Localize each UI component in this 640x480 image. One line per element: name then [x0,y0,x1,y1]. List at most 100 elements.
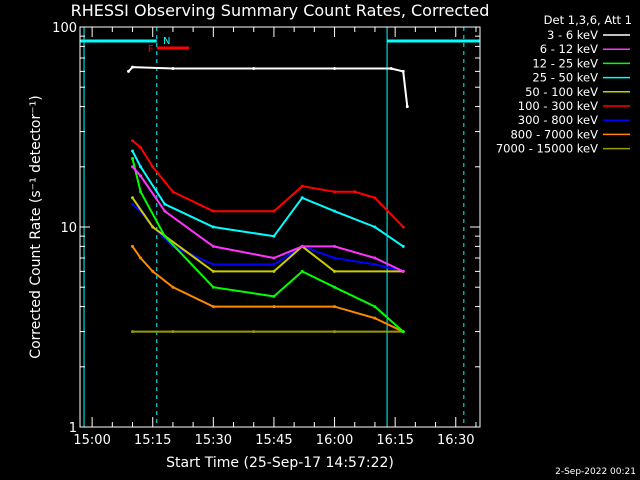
data-point [131,149,135,153]
footer-timestamp: 2-Sep-2022 00:21 [555,467,636,477]
chart-title: RHESSI Observing Summary Count Rates, Co… [71,1,490,20]
data-point [139,174,143,178]
x-tick-label: 15:30 [195,433,232,448]
x-tick-label: 16:00 [316,433,353,448]
x-tick-label: 15:45 [255,433,292,448]
legend-label: 25 - 50 keV [532,71,598,85]
x-tick-label: 15:00 [73,433,110,448]
legend-title: Det 1,3,6, Att 1 [544,13,632,27]
data-point [171,285,175,289]
data-point [333,244,337,248]
legend-label: 6 - 12 keV [540,42,598,56]
data-point [131,165,135,169]
data-point [211,305,215,309]
legend-label: 300 - 800 keV [518,113,598,127]
data-point [151,165,155,169]
y-axis: 1 10 100 [52,21,480,436]
data-point [131,330,135,334]
flare-flag-label: F [148,44,154,55]
data-point [300,184,304,188]
legend-label: 800 - 7000 keV [510,127,598,141]
plot-area: NF [80,27,480,427]
data-point [389,67,393,71]
data-point [131,244,135,248]
series-line [127,66,409,107]
data-point [333,190,337,194]
data-point [211,285,215,289]
data-point [353,190,357,194]
data-point [333,285,337,289]
night-flag-label: N [163,36,170,47]
x-axis-label: Start Time (25-Sep-17 14:57:22) [166,455,394,471]
legend-label: 3 - 6 keV [547,28,598,42]
data-point [401,225,405,229]
data-point [272,294,276,298]
data-point [139,256,143,260]
data-point [373,225,377,229]
data-point [131,202,135,206]
series-line [131,139,404,228]
data-point [333,330,337,334]
data-point [373,262,377,266]
legend-label: 7000 - 15000 keV [496,142,598,156]
data-point [131,196,135,200]
series-line [131,203,404,273]
data-point [401,69,405,73]
data-point [151,225,155,229]
series-line [131,245,404,333]
data-point [131,139,135,143]
data-point [333,305,337,309]
y-tick-label: 1 [69,421,77,436]
data-point [401,330,405,334]
data-point [300,269,304,273]
x-axis: 15:00 15:15 15:30 15:45 16:00 16:15 16:30 [73,27,477,448]
data-point [211,244,215,248]
y-axis-label: Corrected Count Rate (s⁻¹ detector⁻¹) [28,95,44,358]
data-point [300,196,304,200]
y-tick-label: 10 [60,221,77,236]
data-point [333,256,337,260]
data-point [131,65,135,69]
data-point [272,262,276,266]
data-point [211,269,215,273]
y-tick-label: 100 [52,21,77,36]
data-point [333,209,337,213]
data-point [171,190,175,194]
data-point [211,225,215,229]
data-point [272,269,276,273]
data-point [252,67,256,71]
data-point [333,269,337,273]
data-point [401,269,405,273]
data-point [163,202,167,206]
x-tick-label: 16:30 [437,433,474,448]
data-point [252,330,256,334]
data-point [171,67,175,71]
data-point [272,256,276,260]
legend-label: 100 - 300 keV [518,99,598,113]
x-tick-label: 16:15 [376,433,413,448]
data-point [272,234,276,238]
data-point [373,316,377,320]
data-point [211,209,215,213]
data-point [333,67,337,71]
data-point [151,269,155,273]
data-point [373,256,377,260]
data-point [139,190,143,194]
data-point [163,209,167,213]
data-point [373,305,377,309]
data-point [131,157,135,161]
data-point [272,305,276,309]
data-point [163,234,167,238]
data-point [272,209,276,213]
data-point [300,244,304,248]
data-point [139,145,143,149]
series-line [131,150,404,248]
legend-label: 50 - 100 keV [525,85,598,99]
data-point [211,262,215,266]
data-point [405,105,409,109]
series-line [131,166,404,273]
data-point [171,330,175,334]
data-point [139,165,143,169]
